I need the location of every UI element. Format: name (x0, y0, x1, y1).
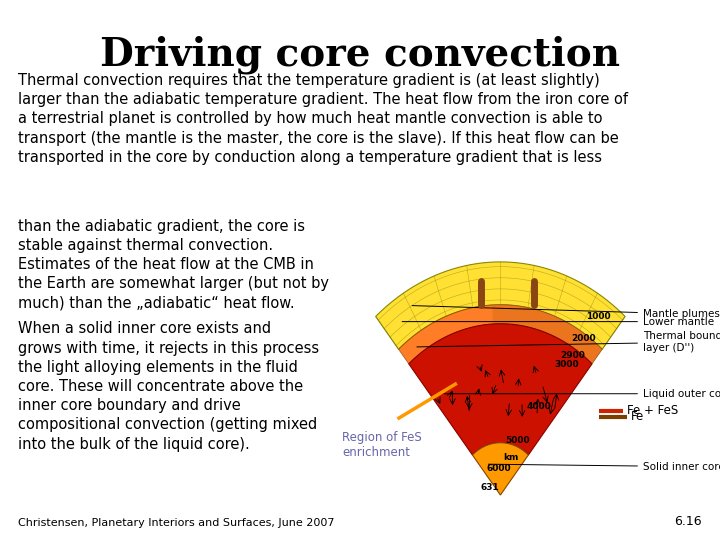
Text: than the adiabatic gradient, the core is
stable against thermal convection.
Esti: than the adiabatic gradient, the core is… (18, 219, 329, 310)
Text: Thermal convection requires that the temperature gradient is (at least slightly): Thermal convection requires that the tem… (18, 73, 628, 165)
Text: 3000: 3000 (554, 360, 579, 369)
Text: 4000: 4000 (527, 402, 552, 411)
Text: Mantle plumes: Mantle plumes (412, 306, 720, 319)
Polygon shape (376, 262, 625, 349)
Text: Thermal boundary
layer (D''): Thermal boundary layer (D'') (417, 332, 720, 353)
Polygon shape (492, 305, 602, 364)
Text: 2900: 2900 (560, 351, 585, 360)
Text: 1000: 1000 (585, 313, 611, 321)
Text: 5000: 5000 (505, 436, 530, 445)
Polygon shape (472, 443, 528, 495)
Text: Fe + FeS: Fe + FeS (627, 404, 678, 417)
Text: km: km (503, 453, 519, 462)
Text: 2000: 2000 (572, 334, 596, 343)
Text: 6.16: 6.16 (675, 515, 702, 528)
Text: 631: 631 (480, 483, 500, 492)
Text: Fe: Fe (631, 410, 644, 423)
Text: Driving core convection: Driving core convection (100, 35, 620, 73)
Text: Region of FeS
enrichment: Region of FeS enrichment (342, 431, 422, 459)
Text: When a solid inner core exists and
grows with time, it rejects in this process
t: When a solid inner core exists and grows… (18, 321, 319, 451)
Text: Solid inner core: Solid inner core (488, 462, 720, 471)
Text: Liquid outer core: Liquid outer core (444, 389, 720, 399)
Text: 6000: 6000 (487, 464, 511, 474)
Text: Christensen, Planetary Interiors and Surfaces, June 2007: Christensen, Planetary Interiors and Sur… (18, 518, 335, 528)
Text: Lower mantle: Lower mantle (402, 316, 714, 327)
Polygon shape (399, 305, 602, 364)
Polygon shape (409, 324, 592, 455)
